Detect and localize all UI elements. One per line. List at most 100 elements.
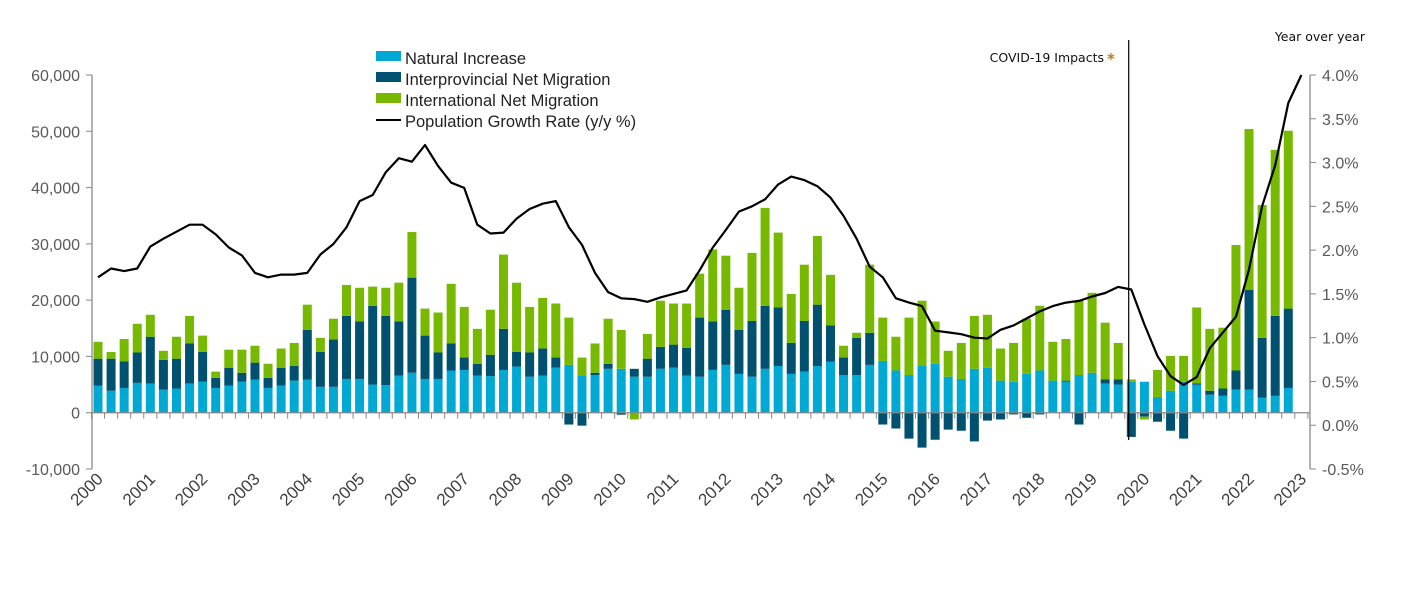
international-bar [551, 303, 561, 358]
interprovincial-bar [328, 339, 338, 387]
interprovincial-bar [538, 348, 548, 376]
right-tick-label: -0.5% [1322, 462, 1364, 479]
natural-increase-bar [616, 368, 626, 413]
interprovincial-bar [250, 362, 260, 380]
natural-increase-bar [564, 364, 574, 413]
international-bar [799, 264, 809, 321]
natural-increase-bar [263, 387, 273, 413]
natural-increase-bar [512, 366, 522, 413]
interprovincial-bar [1205, 390, 1215, 395]
interprovincial-bar [198, 351, 208, 382]
legend-label-interprovincial: Interprovincial Net Migration [405, 71, 610, 89]
legend-swatch-interprovincial [376, 72, 401, 82]
interprovincial-bar [1231, 370, 1241, 390]
international-bar [250, 345, 260, 363]
natural-increase-bar [459, 369, 469, 413]
x-tick-label: 2008 [485, 469, 525, 509]
natural-increase-bar [276, 385, 286, 413]
international-bar [917, 300, 927, 366]
international-bar [1270, 149, 1280, 316]
natural-increase-bar [1257, 397, 1267, 413]
international-bar [655, 300, 665, 347]
legend-label-growth-rate: Population Growth Rate (y/y %) [405, 113, 636, 131]
natural-increase-bar [171, 388, 181, 413]
international-bar [394, 282, 404, 322]
international-bar [969, 315, 979, 369]
interprovincial-bar [695, 317, 705, 377]
interprovincial-bar [1192, 383, 1202, 385]
natural-increase-bar [315, 386, 325, 413]
international-bar [315, 337, 325, 352]
covid-asterisk: * [1107, 50, 1115, 68]
x-tick-label: 2012 [694, 469, 734, 509]
natural-increase-bar [145, 383, 155, 413]
interprovincial-bar [1035, 412, 1045, 415]
natural-increase-bar [355, 378, 365, 413]
international-bar [171, 336, 181, 359]
international-bar [878, 317, 888, 361]
natural-increase-bar [525, 376, 535, 413]
interprovincial-bar [381, 315, 391, 386]
natural-increase-bar [1244, 389, 1254, 413]
interprovincial-bar [551, 357, 561, 368]
interprovincial-bar [655, 346, 665, 369]
natural-increase-bar [538, 375, 548, 413]
natural-increase-bar [969, 368, 979, 413]
international-bar [498, 254, 508, 329]
interprovincial-bar [930, 412, 940, 440]
interprovincial-bar [145, 336, 155, 384]
interprovincial-bar [224, 367, 234, 386]
interprovincial-bar [433, 352, 443, 379]
x-tick-label: 2001 [119, 469, 159, 509]
natural-increase-bar [1074, 375, 1084, 413]
natural-increase-bar [485, 376, 495, 413]
interprovincial-bar [799, 320, 809, 372]
interprovincial-bar [237, 372, 247, 382]
natural-increase-bar [852, 375, 862, 413]
left-tick-label: 0 [71, 406, 80, 423]
international-bar [158, 350, 168, 360]
interprovincial-bar [943, 412, 953, 430]
interprovincial-bar [1009, 412, 1019, 415]
natural-increase-bar [812, 365, 822, 413]
natural-increase-bar [721, 364, 731, 413]
natural-increase-bar [891, 370, 901, 413]
international-bar [943, 350, 953, 377]
interprovincial-bar [342, 315, 352, 379]
international-bar [1283, 130, 1293, 309]
interprovincial-bar [263, 377, 273, 388]
international-bar [1035, 305, 1045, 371]
growth-rate-line [97, 74, 1303, 386]
natural-increase-bar [1087, 372, 1097, 413]
natural-increase-bar [106, 390, 116, 413]
interprovincial-bar [996, 412, 1006, 420]
natural-increase-bar [1192, 384, 1202, 413]
natural-increase-bar [158, 389, 168, 413]
interprovincial-bar [355, 321, 365, 379]
natural-increase-bar [708, 369, 718, 413]
natural-increase-bar [695, 376, 705, 413]
left-tick-label: 10,000 [31, 349, 80, 366]
international-bar [132, 323, 142, 353]
international-bar [1074, 300, 1084, 376]
international-bar [119, 338, 129, 362]
international-bar [1231, 244, 1241, 371]
natural-increase-bar [825, 361, 835, 413]
international-bar [930, 321, 940, 364]
natural-increase-bar [1166, 390, 1176, 413]
international-bar [852, 332, 862, 338]
interprovincial-bar [603, 363, 613, 369]
international-bar [446, 283, 456, 344]
natural-increase-bar [368, 384, 378, 413]
natural-increase-bar [93, 385, 103, 413]
interprovincial-bar [512, 351, 522, 367]
interprovincial-bar [1179, 412, 1189, 439]
natural-increase-bar [224, 385, 234, 413]
natural-increase-bar [1139, 381, 1149, 413]
international-bar [1192, 307, 1202, 384]
natural-increase-bar [590, 375, 600, 413]
interprovincial-bar [721, 309, 731, 365]
international-bar [1218, 327, 1228, 389]
international-bar [760, 207, 770, 306]
